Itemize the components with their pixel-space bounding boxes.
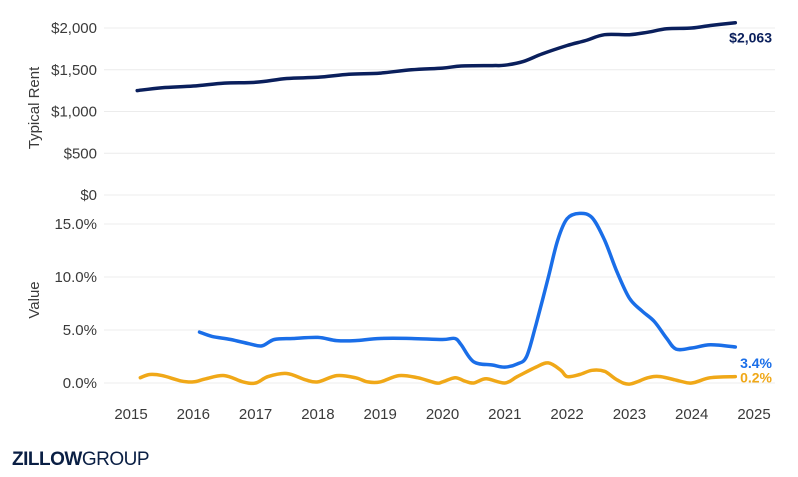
top-panel-gridlines	[104, 27, 775, 196]
bottom-panel-end-label-month-over-month-rent-growth: 0.2%	[740, 370, 772, 386]
x-tick-label: 2022	[550, 406, 583, 423]
top-panel-line-typical-rent	[135, 20, 738, 93]
bottom-panel-line-year-over-year-rent-growth	[197, 211, 738, 369]
top-panel-end-label-typical-rent: $2,063	[729, 30, 772, 46]
top-panel-y-tick-label: $1,500	[51, 62, 97, 79]
x-tick-label: 2017	[239, 406, 272, 423]
zillow-group-logo: ZILLOWGROUP	[12, 449, 150, 471]
bottom-panel-y-axis-title: Value	[26, 281, 43, 318]
top-panel-y-tick-label: $1,000	[51, 104, 97, 121]
x-tick-label: 2020	[426, 406, 459, 423]
x-tick-label: 2025	[737, 406, 770, 423]
x-tick-label: 2015	[114, 406, 147, 423]
bottom-panel-series: 3.4%0.2%	[138, 211, 773, 386]
x-tick-label: 2018	[301, 406, 334, 423]
bottom-panel-y-tick-label: 15.0%	[54, 216, 97, 233]
x-axis-ticks: 2015 2016 2017 2018 2019 2020 2021 2022 2023 2024…	[114, 406, 770, 423]
top-panel-y-tick-label: $0	[80, 187, 97, 204]
x-tick-label: 2019	[364, 406, 397, 423]
top-panel-y-ticks: $0 $500 $1,000 $1,500 $2,000	[51, 20, 97, 204]
top-panel-y-tick-label: $500	[64, 145, 97, 162]
logo-text-light: GROUP	[81, 449, 150, 470]
bottom-panel-y-tick-label: 5.0%	[63, 322, 97, 339]
bottom-panel-gridlines	[104, 223, 775, 384]
top-panel-y-axis-title: Typical Rent	[26, 66, 43, 149]
bottom-panel-y-ticks: 0.0% 5.0% 10.0% 15.0%	[54, 216, 97, 392]
bottom-panel-y-tick-label: 10.0%	[54, 269, 97, 286]
bottom-panel-y-tick-label: 0.0%	[63, 375, 97, 392]
x-tick-label: 2016	[177, 406, 210, 423]
bottom-panel-line-month-over-month-rent-growth	[138, 361, 738, 386]
top-panel-y-tick-label: $2,000	[51, 20, 97, 37]
x-tick-label: 2024	[675, 406, 708, 423]
top-panel-series: $2,063	[135, 20, 772, 93]
logo-text-bold: ZILLOW	[12, 449, 82, 470]
bottom-panel-end-label-year-over-year-rent-growth: 3.4%	[740, 355, 772, 371]
x-tick-label: 2021	[488, 406, 521, 423]
x-tick-label: 2023	[613, 406, 646, 423]
